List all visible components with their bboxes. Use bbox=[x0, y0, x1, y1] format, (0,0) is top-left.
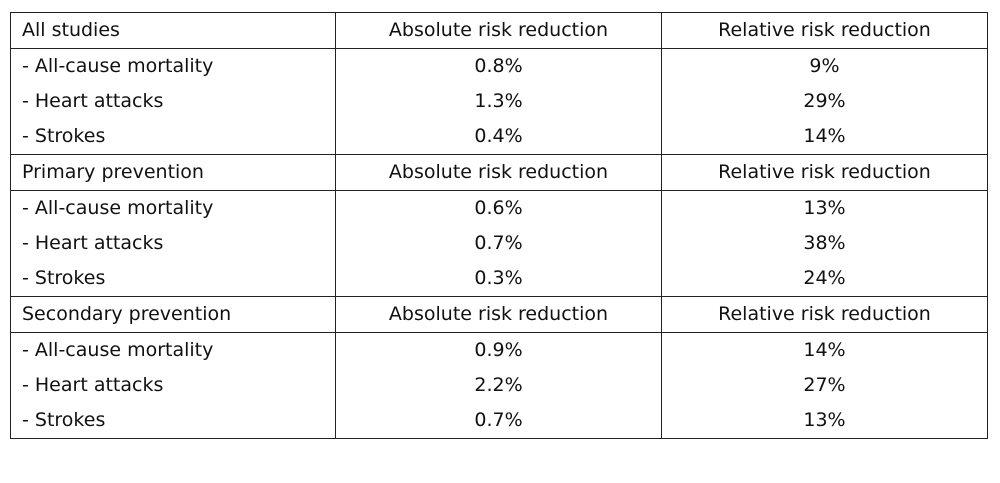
outcome-label: - All-cause mortality bbox=[10, 332, 336, 368]
absolute-value: 0.7% bbox=[335, 226, 662, 261]
relative-value: 14% bbox=[661, 332, 988, 368]
outcome-label: - All-cause mortality bbox=[10, 190, 336, 226]
absolute-value: 0.7% bbox=[335, 403, 662, 439]
table-row: - Heart attacks 2.2% 27% bbox=[10, 368, 988, 403]
outcome-label: - Heart attacks bbox=[10, 368, 336, 403]
relative-risk-header: Relative risk reduction bbox=[661, 12, 988, 49]
relative-value: 13% bbox=[661, 190, 988, 226]
absolute-value: 0.8% bbox=[335, 48, 662, 84]
absolute-value: 0.6% bbox=[335, 190, 662, 226]
relative-risk-header: Relative risk reduction bbox=[661, 154, 988, 191]
relative-risk-header: Relative risk reduction bbox=[661, 296, 988, 333]
relative-value: 27% bbox=[661, 368, 988, 403]
table-row: - All-cause mortality 0.9% 14% bbox=[10, 332, 988, 368]
absolute-value: 1.3% bbox=[335, 84, 662, 119]
section-header-row: Primary prevention Absolute risk reducti… bbox=[10, 154, 988, 191]
table-row: - Strokes 0.4% 14% bbox=[10, 119, 988, 155]
relative-value: 24% bbox=[661, 261, 988, 297]
absolute-value: 0.4% bbox=[335, 119, 662, 155]
table-row: - Heart attacks 0.7% 38% bbox=[10, 226, 988, 261]
absolute-value: 2.2% bbox=[335, 368, 662, 403]
relative-value: 38% bbox=[661, 226, 988, 261]
relative-value: 13% bbox=[661, 403, 988, 439]
outcome-label: - Heart attacks bbox=[10, 226, 336, 261]
outcome-label: - Strokes bbox=[10, 119, 336, 155]
relative-value: 29% bbox=[661, 84, 988, 119]
table-row: - Strokes 0.7% 13% bbox=[10, 403, 988, 439]
risk-reduction-table: All studies Absolute risk reduction Rela… bbox=[10, 12, 988, 439]
outcome-label: - Strokes bbox=[10, 261, 336, 297]
absolute-risk-header: Absolute risk reduction bbox=[335, 154, 662, 191]
absolute-risk-header: Absolute risk reduction bbox=[335, 296, 662, 333]
outcome-label: - Heart attacks bbox=[10, 84, 336, 119]
table-row: - All-cause mortality 0.6% 13% bbox=[10, 190, 988, 226]
absolute-risk-header: Absolute risk reduction bbox=[335, 12, 662, 49]
outcome-label: - Strokes bbox=[10, 403, 336, 439]
table-row: - Strokes 0.3% 24% bbox=[10, 261, 988, 297]
table-row: - All-cause mortality 0.8% 9% bbox=[10, 48, 988, 84]
absolute-value: 0.9% bbox=[335, 332, 662, 368]
section-header-row: Secondary prevention Absolute risk reduc… bbox=[10, 296, 988, 333]
section-title: Primary prevention bbox=[10, 154, 336, 191]
absolute-value: 0.3% bbox=[335, 261, 662, 297]
section-title: Secondary prevention bbox=[10, 296, 336, 333]
section-header-row: All studies Absolute risk reduction Rela… bbox=[10, 12, 988, 49]
table-row: - Heart attacks 1.3% 29% bbox=[10, 84, 988, 119]
section-title: All studies bbox=[10, 12, 336, 49]
relative-value: 14% bbox=[661, 119, 988, 155]
relative-value: 9% bbox=[661, 48, 988, 84]
outcome-label: - All-cause mortality bbox=[10, 48, 336, 84]
